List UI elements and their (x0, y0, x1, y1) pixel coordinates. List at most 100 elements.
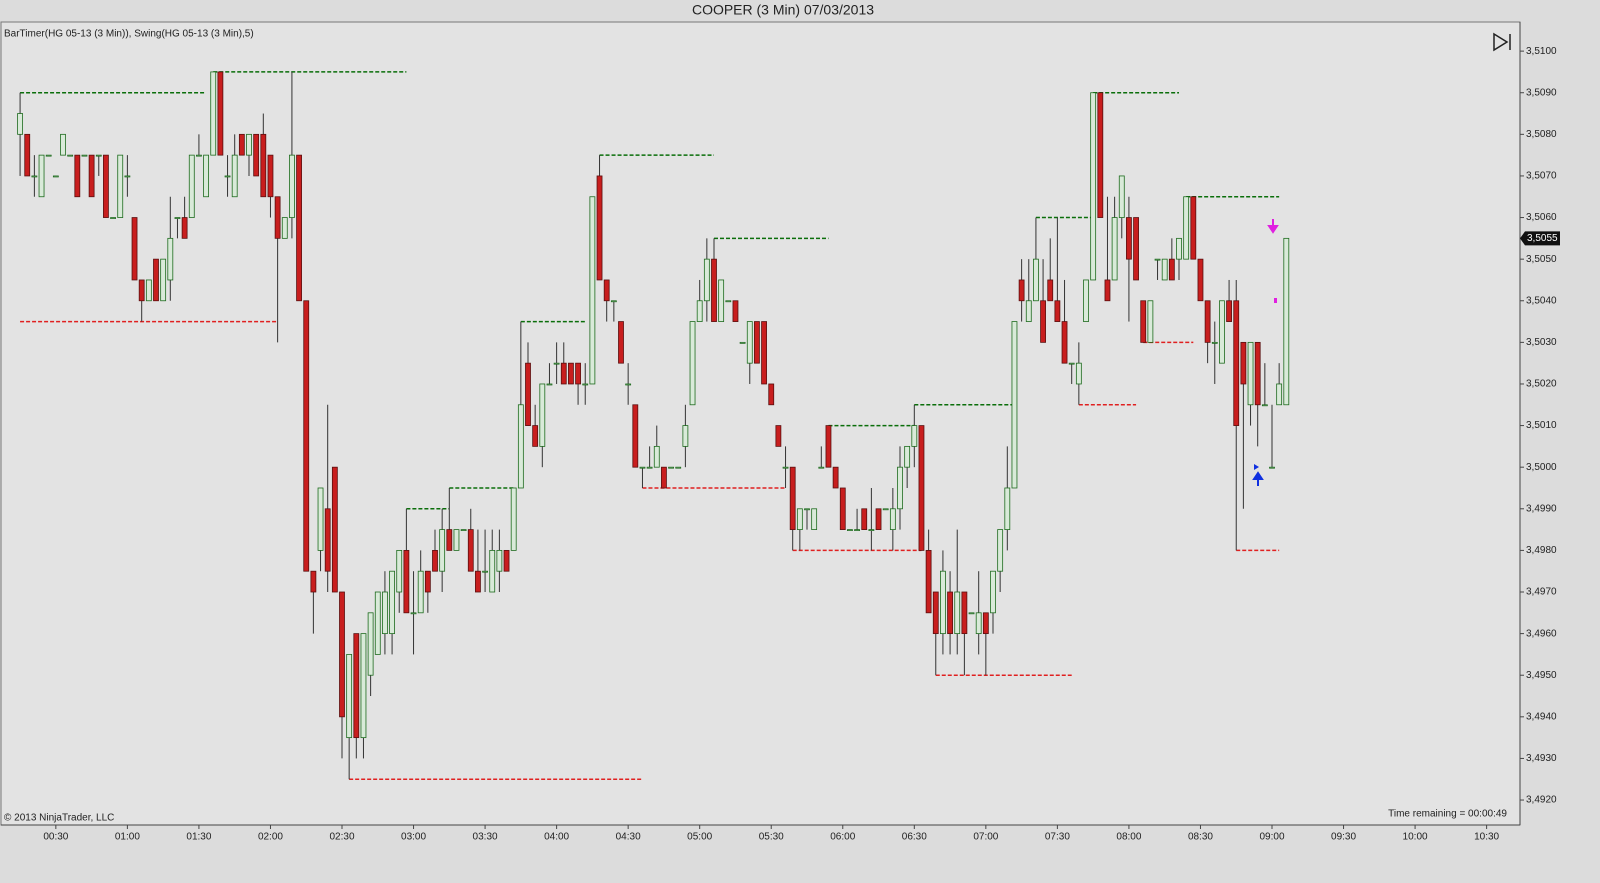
candle-body (103, 154, 109, 218)
candle-body (646, 466, 653, 469)
candle-body (403, 549, 410, 614)
button-bg[interactable] (1490, 32, 1514, 52)
candle-body (1197, 258, 1204, 302)
candle-body (339, 591, 345, 718)
buy-arrow (1252, 471, 1264, 486)
candle-body (238, 133, 245, 156)
candle-body (231, 154, 238, 198)
candle-body (889, 508, 896, 530)
candle-body (1233, 300, 1240, 426)
candle-body (331, 466, 338, 593)
candle-body (789, 466, 796, 530)
candle-body (467, 529, 474, 572)
candle-body (489, 549, 496, 593)
y-tick-label: 3,4940 (1526, 711, 1557, 722)
candle-body (918, 425, 925, 551)
candle-body (546, 383, 553, 386)
candle-body (610, 300, 617, 303)
candle-body (289, 154, 295, 218)
candle-body (661, 466, 667, 489)
candle-body (1204, 300, 1211, 343)
candle-body (1190, 196, 1197, 260)
candle-body (618, 321, 624, 364)
x-tick-label: 02:30 (329, 832, 354, 843)
candle-body (224, 175, 231, 178)
candle-body (439, 529, 446, 572)
x-tick-label: 06:30 (902, 832, 927, 843)
candle-body (460, 529, 467, 531)
candle-body (1176, 237, 1182, 260)
candle-body (782, 466, 789, 469)
candle-body (1211, 341, 1218, 344)
candle-body (117, 154, 124, 218)
candle-body (1083, 279, 1089, 322)
y-tick-label: 3,5030 (1526, 337, 1557, 348)
y-tick-label: 3,4960 (1526, 628, 1557, 639)
y-tick-label: 3,5080 (1526, 129, 1557, 140)
candle-body (811, 508, 818, 530)
candle-body (296, 154, 302, 302)
candle-body (475, 570, 481, 593)
candle-body (1097, 92, 1104, 218)
y-tick-label: 3,5000 (1526, 462, 1557, 473)
candle-body (167, 237, 174, 281)
candle-body (1254, 341, 1261, 406)
candle-body (703, 258, 710, 302)
candle-body (1025, 300, 1032, 322)
candle-body (1283, 237, 1290, 406)
candle-body (303, 300, 310, 572)
candle-body (1054, 300, 1061, 322)
candle-body (1075, 362, 1082, 385)
candle-body (360, 633, 367, 739)
candle-body (74, 154, 81, 198)
candle-body (775, 425, 782, 447)
candle-body (346, 654, 353, 739)
button-icon[interactable] (1493, 32, 1511, 52)
candle-body (575, 362, 581, 385)
candle-body (746, 321, 753, 364)
candle-body (603, 279, 610, 302)
candle-body (1004, 487, 1011, 530)
candle-body (396, 549, 403, 593)
candle-body (1104, 279, 1111, 302)
candle-body (568, 362, 574, 385)
candle-body (1111, 217, 1118, 281)
candle-body (382, 591, 388, 635)
x-tick-label: 10:30 (1474, 832, 1499, 843)
candle-body (682, 425, 689, 447)
candle-body (246, 133, 252, 156)
candle-body (1018, 279, 1025, 302)
candle-body (503, 549, 510, 572)
candle-body (353, 633, 360, 739)
candle-body (60, 133, 66, 156)
x-tick-label: 00:30 (43, 832, 68, 843)
marker (1274, 298, 1277, 303)
candle-body (410, 612, 417, 615)
candle-body (1168, 258, 1175, 281)
y-tick-label: 3,5020 (1526, 379, 1557, 390)
x-tick-label: 07:30 (1045, 832, 1070, 843)
candle-body (675, 466, 682, 469)
y-tick-label: 3,4980 (1526, 545, 1557, 556)
marker (1254, 464, 1259, 470)
candle-body (639, 466, 646, 469)
candle-body (925, 549, 932, 614)
candle-body (875, 508, 882, 530)
candle-body (453, 529, 460, 551)
candle-body (632, 404, 639, 468)
x-tick-label: 09:00 (1259, 832, 1284, 843)
x-tick-label: 10:00 (1403, 832, 1428, 843)
candle-body (482, 570, 488, 573)
y-tick-label: 3,4930 (1526, 753, 1557, 764)
candle-body (45, 154, 52, 157)
candle-body (532, 425, 539, 447)
candle-body (1126, 217, 1132, 260)
scroll-end-button[interactable] (1490, 32, 1514, 52)
candle-body (210, 71, 217, 156)
indicator-label: BarTimer(HG 05-13 (3 Min)), Swing(HG 05-… (4, 29, 254, 40)
candle-body (267, 154, 274, 198)
candle-body (1219, 300, 1225, 364)
y-tick-label: 3,4970 (1526, 587, 1557, 598)
candle-body (131, 217, 138, 281)
y-tick-label: 3,4920 (1526, 795, 1557, 806)
